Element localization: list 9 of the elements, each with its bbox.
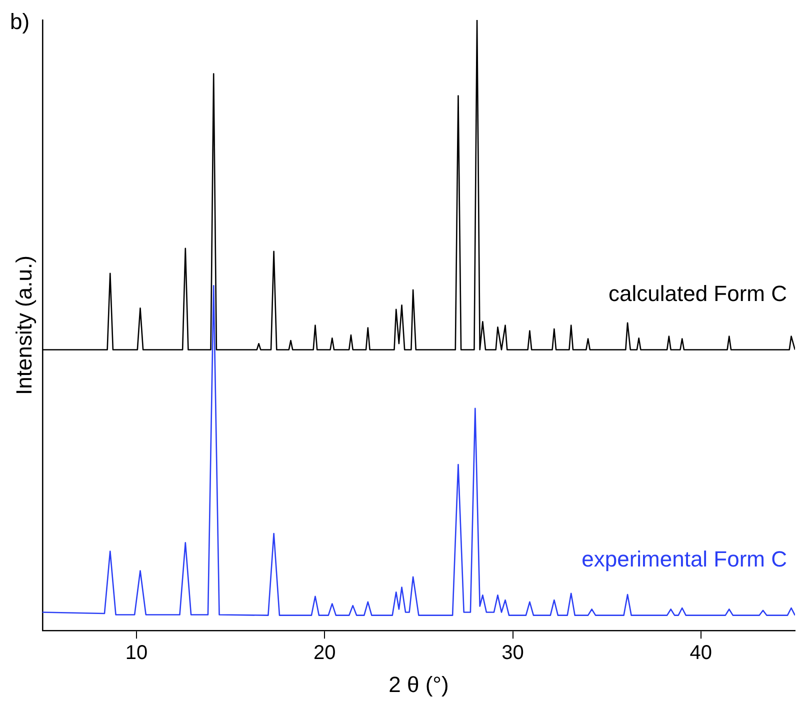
series-label: experimental Form C [582, 546, 788, 572]
series-label: calculated Form C [608, 280, 788, 306]
y-axis-title: Intensity (a.u.) [11, 256, 36, 395]
x-tick-label: 20 [314, 642, 336, 664]
x-tick-label: 40 [690, 642, 712, 664]
text: b) [10, 9, 30, 34]
x-axis-title: 2 θ (°) [388, 672, 449, 697]
x-tick-label: 10 [125, 642, 148, 664]
x-tick-label: 30 [502, 642, 524, 664]
